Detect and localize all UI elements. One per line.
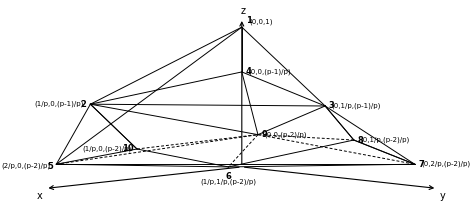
Text: 10: 10 (122, 145, 133, 154)
Text: (0,0,(p-2)/p): (0,0,(p-2)/p) (264, 131, 307, 138)
Text: (0,0,1): (0,0,1) (249, 19, 273, 25)
Text: (0,0,(p-1)/p): (0,0,(p-1)/p) (248, 69, 291, 75)
Text: (2/p,0,(p-2)/p): (2/p,0,(p-2)/p) (2, 163, 51, 169)
Text: 2: 2 (80, 100, 86, 109)
Text: z: z (241, 6, 246, 16)
Text: 7: 7 (419, 160, 424, 169)
Text: 3: 3 (329, 101, 335, 111)
Text: (0,1/p,(p-2)/p): (0,1/p,(p-2)/p) (361, 137, 410, 143)
Text: y: y (440, 191, 446, 201)
Text: 8: 8 (357, 136, 363, 145)
Text: 5: 5 (47, 162, 53, 171)
Text: (1/p,1/p,(p-2)/p): (1/p,1/p,(p-2)/p) (201, 178, 256, 185)
Text: 1: 1 (246, 16, 252, 25)
Text: 9: 9 (262, 130, 267, 139)
Text: (0,1/p,(p-1)/p): (0,1/p,(p-1)/p) (332, 103, 381, 109)
Text: (1/p,0,(p-2)/p): (1/p,0,(p-2)/p) (82, 146, 132, 152)
Text: (0,2/p,(p-2)/p): (0,2/p,(p-2)/p) (421, 161, 471, 168)
Text: 4: 4 (246, 67, 251, 76)
Text: 6: 6 (226, 172, 231, 181)
Text: x: x (37, 191, 43, 201)
Text: (1/p,0,(p-1)/p): (1/p,0,(p-1)/p) (35, 101, 84, 108)
